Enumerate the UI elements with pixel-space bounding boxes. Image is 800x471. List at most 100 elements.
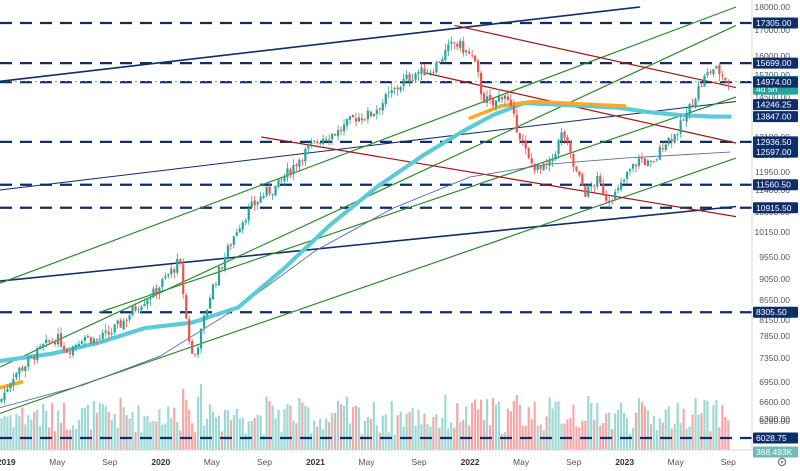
candle-body <box>304 148 307 162</box>
volume-bar <box>605 413 608 450</box>
price-tick-label: 7850.00 <box>759 331 790 341</box>
candle-body <box>328 139 331 141</box>
candle-body <box>316 141 319 143</box>
candle-body <box>602 184 605 196</box>
volume-bar <box>703 399 706 450</box>
candle-body <box>378 108 381 110</box>
volume-bar <box>441 417 444 450</box>
candle-body <box>491 97 495 106</box>
price-level-value: 368.493K <box>756 447 793 457</box>
volume-bar <box>304 406 307 450</box>
time-tick-label: 2022 <box>461 457 480 467</box>
volume-bar <box>149 421 152 450</box>
volume-bar <box>405 413 408 450</box>
candle-body <box>331 133 334 140</box>
volume-bar <box>319 418 322 450</box>
candle-body <box>688 104 691 114</box>
candle-body <box>119 320 122 328</box>
candle-body <box>518 133 521 140</box>
candle-body <box>649 160 652 163</box>
volume-bar <box>643 406 647 450</box>
volume-bar <box>563 423 566 450</box>
candle-body <box>551 158 554 162</box>
volume-bar <box>637 398 641 450</box>
volume-bar <box>551 408 554 450</box>
candle-body <box>59 333 63 347</box>
volume-bar <box>250 421 253 450</box>
volume-bar <box>354 405 358 450</box>
volume-bar <box>277 409 280 450</box>
volume-bar <box>131 412 134 450</box>
price-level-value: 14246.25 <box>756 100 792 110</box>
volume-bar <box>107 411 110 450</box>
volume-bar <box>83 407 86 450</box>
candle-body <box>494 100 498 107</box>
candle-body <box>223 257 227 270</box>
time-tick-label: Sep <box>721 457 736 467</box>
candle-body <box>619 182 623 190</box>
volume-bar <box>360 434 364 450</box>
candle-body <box>593 185 596 187</box>
volume-bar <box>196 396 200 450</box>
volume-bar <box>628 433 632 450</box>
candle-body <box>137 309 140 311</box>
time-axis[interactable]: 2019 May Sep 2020 May Sep 2021 May Sep 2022 May Sep… <box>0 457 736 467</box>
candle-body <box>718 64 721 75</box>
candle-body <box>241 222 244 230</box>
volume-bar <box>3 415 6 450</box>
volume-bar <box>479 399 483 450</box>
candle-body <box>0 399 3 402</box>
candle-body <box>575 166 578 171</box>
candle-body <box>402 79 405 87</box>
volume-bar <box>372 402 375 450</box>
price-tick-label: 10150.00 <box>755 227 791 237</box>
volume-bar <box>214 417 218 450</box>
candle-body <box>411 80 414 81</box>
candle-body <box>220 267 224 269</box>
volume-bar <box>542 430 545 450</box>
candle-body <box>363 119 367 121</box>
volume-bar <box>536 425 539 450</box>
volume-bar <box>56 410 60 450</box>
candle-body <box>277 179 280 188</box>
volume-bar <box>357 407 361 450</box>
price-level-box <box>753 136 798 148</box>
candle-body <box>655 159 658 161</box>
axis-settings-gear-icon[interactable] <box>777 457 787 467</box>
volume-bar <box>471 403 474 450</box>
volume-bar <box>223 409 227 450</box>
candle-body <box>405 74 408 80</box>
candle-body <box>512 106 515 114</box>
candle-body <box>676 134 679 136</box>
volume-bar <box>262 434 265 450</box>
volume-bar <box>679 423 682 450</box>
price-level-value: 10915.50 <box>756 203 792 213</box>
candle-body <box>530 158 533 164</box>
candle-body <box>399 87 402 91</box>
volume-bar <box>179 430 182 450</box>
price-tick-label: 6280.00 <box>759 416 790 426</box>
volume-bar <box>170 418 173 450</box>
volume-bar <box>36 409 39 450</box>
volume-bar <box>462 420 465 450</box>
time-tick-label: Sep <box>257 457 272 467</box>
trend-line <box>261 136 737 218</box>
volume-bar <box>241 417 244 450</box>
volume-bar <box>280 432 283 450</box>
candle-body <box>420 67 423 74</box>
candle-body <box>685 112 688 122</box>
candle-body <box>447 44 450 52</box>
volume-bar <box>491 398 495 450</box>
candle-body <box>33 356 36 360</box>
candle-body <box>545 164 548 165</box>
candle-body <box>384 93 387 105</box>
volume-bar <box>313 420 316 450</box>
candle-body <box>533 163 536 171</box>
ma-thin-line <box>0 151 731 409</box>
volume-bar <box>482 420 486 450</box>
volume-bar <box>682 408 685 450</box>
volume-bar <box>515 394 518 450</box>
candle-body <box>45 339 48 344</box>
candle-body <box>280 179 283 181</box>
